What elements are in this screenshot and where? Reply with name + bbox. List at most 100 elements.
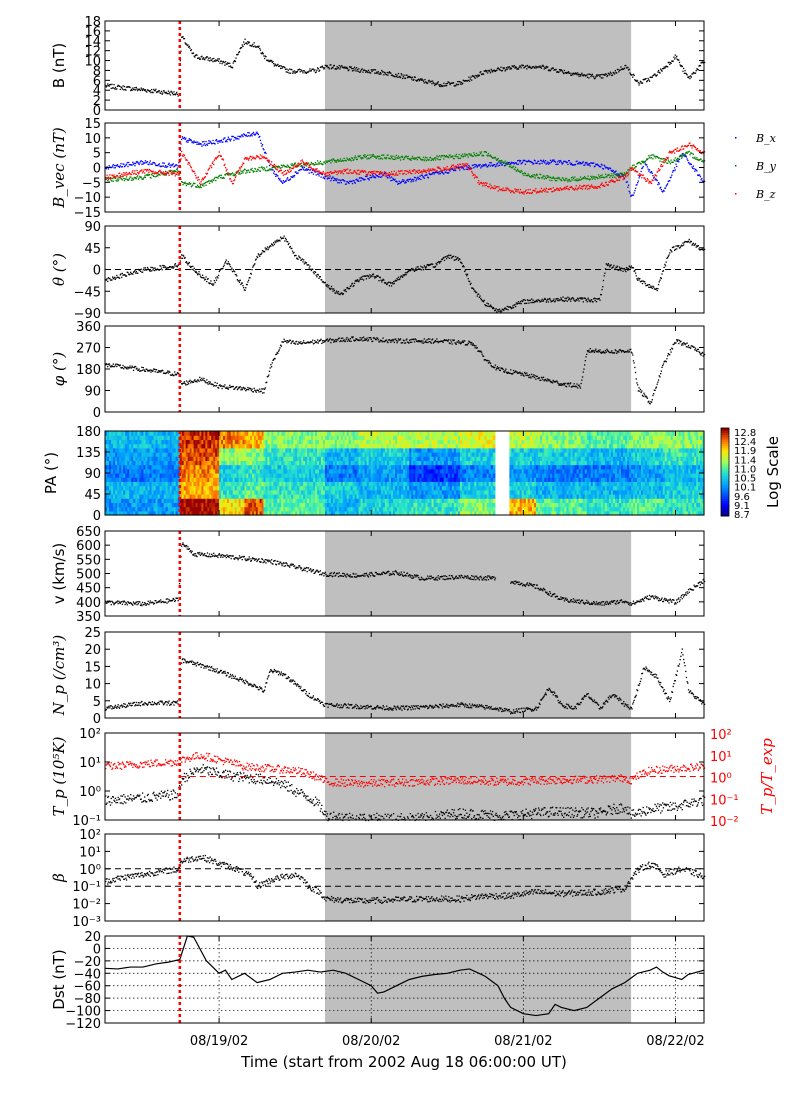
data-point <box>168 370 170 373</box>
data-point <box>137 173 140 175</box>
data-point <box>623 172 626 174</box>
data-point <box>379 276 382 279</box>
data-point <box>239 386 241 388</box>
data-point <box>466 80 468 82</box>
data-point <box>236 279 239 281</box>
data-point <box>116 365 118 368</box>
data-point <box>229 384 231 387</box>
data-point <box>167 172 170 174</box>
data-point <box>134 173 137 175</box>
data-point <box>114 164 116 167</box>
data-point <box>540 300 543 302</box>
data-point <box>611 74 613 77</box>
data-point <box>687 76 689 78</box>
data-point <box>366 70 368 73</box>
data-point <box>583 164 585 166</box>
data-point <box>472 155 474 158</box>
data-point <box>316 168 318 170</box>
data-point <box>523 298 525 301</box>
data-point <box>650 181 652 183</box>
data-point <box>673 170 675 172</box>
data-point <box>535 192 538 194</box>
data-point <box>406 179 408 182</box>
data-point <box>383 172 386 175</box>
data-point <box>367 173 369 175</box>
data-point <box>331 66 333 69</box>
data-point <box>151 163 153 165</box>
data-point <box>164 164 167 167</box>
data-point <box>245 287 247 289</box>
data-point <box>163 372 165 375</box>
data-point <box>136 176 138 178</box>
data-point <box>232 62 234 64</box>
data-point <box>499 189 501 191</box>
data-point <box>592 162 594 164</box>
data-point <box>298 256 301 258</box>
data-point <box>220 177 222 179</box>
data-point <box>542 300 545 302</box>
data-point <box>684 240 686 243</box>
data-point <box>261 144 264 146</box>
data-point <box>374 276 377 278</box>
data-point <box>154 90 156 92</box>
data-point <box>137 175 139 177</box>
data-point <box>390 339 393 342</box>
data-point <box>533 159 536 161</box>
data-point <box>231 135 233 138</box>
data-point <box>170 90 172 92</box>
data-point <box>491 187 493 189</box>
data-point <box>486 182 488 184</box>
data-point <box>477 165 479 167</box>
data-point <box>638 177 640 179</box>
data-point <box>213 159 216 161</box>
data-point <box>251 156 253 158</box>
data-point <box>390 171 393 173</box>
data-point <box>221 268 223 270</box>
data-point <box>628 265 630 267</box>
data-point <box>429 263 432 266</box>
data-point <box>274 63 276 65</box>
data-point <box>655 175 658 177</box>
data-point <box>195 141 197 143</box>
data-point <box>250 44 252 47</box>
data-point <box>204 278 207 280</box>
data-point <box>146 89 149 91</box>
data-point <box>200 379 202 382</box>
data-point <box>299 162 301 165</box>
data-point <box>384 157 386 159</box>
data-point <box>609 176 611 179</box>
data-point <box>467 79 469 82</box>
data-point <box>126 161 128 164</box>
data-point <box>128 86 130 88</box>
data-point <box>450 165 453 168</box>
data-point <box>108 177 110 180</box>
data-point <box>630 267 632 269</box>
data-point <box>252 132 254 135</box>
data-point <box>623 68 625 70</box>
data-point <box>391 158 393 160</box>
data-point <box>640 170 642 173</box>
data-point <box>557 71 559 74</box>
data-point <box>412 338 414 340</box>
data-point <box>546 191 548 193</box>
data-point <box>154 176 156 178</box>
data-point <box>616 179 618 181</box>
data-point <box>214 176 216 179</box>
data-point <box>141 89 144 92</box>
data-point <box>224 262 226 264</box>
data-point <box>270 59 273 62</box>
data-point <box>315 341 317 343</box>
data-point <box>280 169 283 171</box>
data-point <box>468 280 470 282</box>
data-point <box>157 164 159 167</box>
data-point <box>236 386 238 388</box>
data-point <box>312 163 315 165</box>
legend-label: B_z <box>755 188 776 201</box>
data-point <box>264 387 266 389</box>
data-point <box>182 382 184 385</box>
data-point <box>376 274 378 277</box>
data-point <box>351 336 353 338</box>
data-point <box>283 235 285 237</box>
data-point <box>140 160 142 162</box>
data-point <box>345 290 347 293</box>
